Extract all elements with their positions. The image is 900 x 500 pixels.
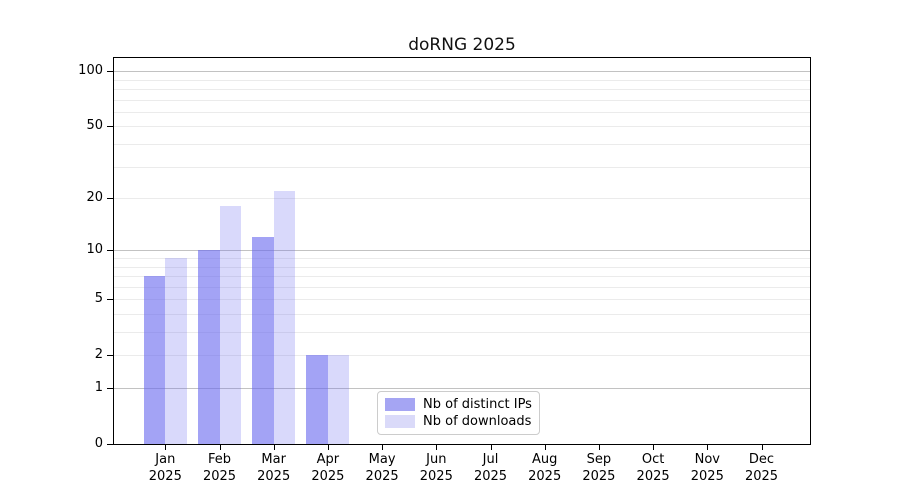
major-gridline [114, 71, 810, 73]
x-axis-tick [165, 444, 167, 450]
y-axis-tick [107, 126, 113, 128]
minor-gridline [114, 286, 810, 288]
x-axis-tick [436, 444, 438, 450]
x-axis-tick [327, 444, 329, 450]
x-axis-label: Oct 2025 [636, 452, 670, 484]
y-axis-label: 100 [78, 63, 103, 79]
x-axis-tick [707, 444, 709, 450]
y-axis-tick [107, 299, 113, 301]
bar-downloads [219, 206, 241, 444]
bar-downloads [165, 258, 187, 444]
legend-item-distinct-ips: Nb of distinct IPs [385, 396, 532, 413]
minor-gridline [114, 314, 810, 315]
minor-gridline [114, 79, 810, 81]
x-axis-label: Sep 2025 [582, 452, 616, 484]
bar-downloads [273, 190, 296, 444]
y-axis-tick [107, 250, 113, 252]
y-axis-label: 50 [86, 118, 103, 134]
x-axis-label: Dec 2025 [744, 452, 779, 484]
x-axis-label: Apr 2025 [311, 452, 345, 484]
y-axis-tick [107, 71, 113, 73]
y-axis-label: 10 [86, 242, 103, 258]
x-axis-label: May 2025 [365, 452, 399, 484]
minor-gridline [114, 276, 810, 277]
bar-distinct-ips [143, 276, 166, 444]
x-axis-tick [653, 444, 655, 450]
x-axis-tick [761, 444, 763, 450]
x-axis-label: Nov 2025 [690, 452, 724, 484]
bar-distinct-ips [306, 355, 328, 444]
y-axis-tick [107, 198, 113, 200]
minor-gridline [114, 126, 810, 128]
minor-gridline [114, 299, 810, 301]
chart-title: doRNG 2025 [408, 35, 516, 55]
major-gridline [114, 388, 810, 389]
minor-gridline [114, 266, 810, 268]
legend-item-downloads: Nb of downloads [385, 413, 532, 430]
x-axis-tick [382, 444, 384, 450]
y-axis-label: 0 [94, 436, 103, 451]
minor-gridline [114, 111, 810, 113]
legend-label-distinct-ips: Nb of distinct IPs [423, 397, 532, 412]
minor-gridline [114, 332, 810, 333]
x-axis-label: Jun 2025 [419, 452, 453, 484]
y-axis-label: 20 [86, 190, 103, 206]
x-axis-tick [219, 444, 221, 450]
minor-gridline [114, 258, 810, 259]
x-axis-label: Mar 2025 [257, 452, 291, 484]
bar-downloads [327, 355, 350, 444]
legend-swatch-distinct-ips [385, 398, 415, 411]
minor-gridline [114, 166, 810, 168]
x-axis-label: Feb 2025 [202, 452, 237, 484]
legend-swatch-downloads [385, 415, 415, 428]
minor-gridline [114, 89, 810, 90]
x-axis-label: Aug 2025 [528, 452, 562, 484]
minor-gridline [114, 144, 810, 145]
major-gridline [114, 250, 810, 252]
minor-gridline [114, 99, 810, 101]
y-axis-tick [107, 444, 113, 445]
bar-distinct-ips [198, 250, 220, 444]
minor-gridline [114, 355, 810, 357]
x-axis-label: Jan 2025 [148, 452, 182, 484]
x-axis-tick [544, 444, 546, 450]
y-axis-label: 2 [94, 347, 103, 363]
minor-gridline [114, 198, 810, 200]
y-axis-label: 1 [94, 380, 103, 395]
x-axis-tick [598, 444, 600, 450]
y-axis-tick [107, 355, 113, 357]
bar-distinct-ips [252, 236, 274, 444]
x-axis-label: Jul 2025 [473, 452, 508, 484]
x-axis-tick [490, 444, 492, 450]
legend: Nb of distinct IPs Nb of downloads [377, 391, 540, 435]
y-axis-label: 5 [94, 291, 103, 307]
y-axis-tick [107, 388, 113, 389]
legend-label-downloads: Nb of downloads [423, 414, 532, 429]
plot-area [113, 57, 811, 445]
x-axis-tick [273, 444, 275, 450]
